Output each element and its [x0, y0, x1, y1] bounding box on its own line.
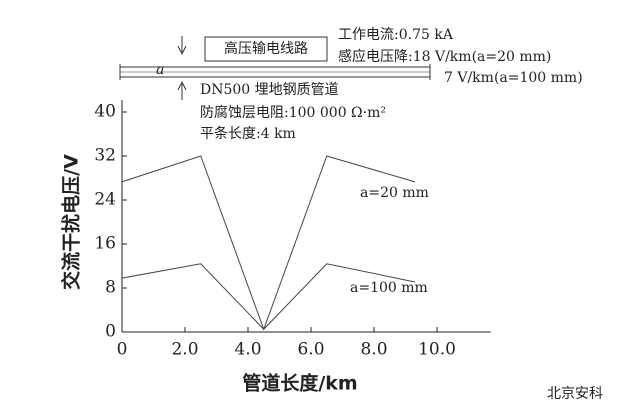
y-axis-label: 交流干扰电压/V [60, 154, 83, 290]
series-line [121, 155, 416, 331]
annotation: 平条长度:4 km [200, 125, 296, 142]
x-tick-label: 8.0 [360, 340, 387, 360]
y-tick-label: 24 [94, 190, 116, 210]
annotation: 高压输电线路 [224, 40, 308, 57]
x-axis-label: 管道长度/km [242, 372, 357, 395]
y-tick-label: 0 [105, 322, 116, 342]
y-tick-label: 8 [105, 278, 116, 298]
annotation: 7 V/km(a=100 mm) [444, 70, 583, 86]
series-label: a=20 mm [360, 185, 429, 201]
watermark: 北京安科 [547, 386, 603, 402]
annotation: DN500 埋地钢质管道 [200, 82, 339, 98]
annotation: a [156, 62, 164, 78]
series-label: a=100 mm [350, 280, 428, 296]
schematic [119, 36, 431, 100]
x-tick-label: 4.0 [234, 340, 261, 360]
y-tick-label: 32 [94, 146, 116, 166]
annotation: 防腐蚀层电阻:100 000 Ω·m² [200, 104, 386, 121]
arrow [177, 80, 187, 91]
arrow [177, 45, 187, 56]
y-tick-label: 40 [94, 102, 116, 122]
x-tick-label: 6.0 [297, 340, 324, 360]
x-tick-label: 10.0 [418, 340, 456, 360]
y-tick-label: 16 [94, 234, 116, 254]
line-box [204, 36, 328, 62]
annotation: 工作电流:0.75 kA [338, 27, 454, 43]
series-line [121, 263, 416, 330]
annotation: 感应电压降:18 V/km(a=20 mm) [338, 48, 551, 65]
x-tick-label: 0 [117, 340, 128, 360]
x-tick-label: 2.0 [171, 340, 198, 360]
